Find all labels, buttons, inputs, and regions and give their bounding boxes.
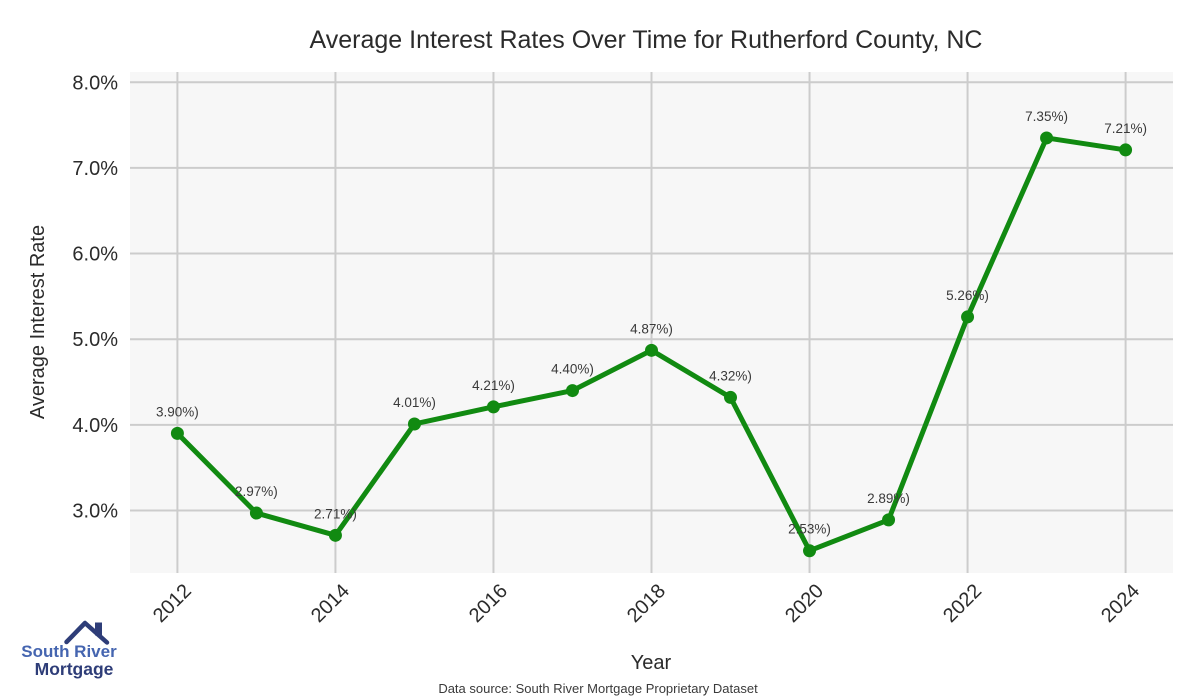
data-point-label: 2.89%) [867, 491, 910, 506]
data-point[interactable] [803, 544, 817, 558]
x-tick-label: 2020 [781, 580, 828, 627]
data-point[interactable] [328, 528, 342, 542]
data-point[interactable] [961, 310, 975, 324]
y-tick-label: 3.0% [72, 500, 118, 522]
data-point-label: 7.21%) [1104, 121, 1147, 136]
house-chimney-icon [95, 622, 102, 636]
data-point-label: 2.71%) [314, 506, 357, 521]
chart-title: Average Interest Rates Over Time for Rut… [310, 26, 983, 54]
data-point-label: 2.97%) [235, 484, 278, 499]
x-tick-label: 2016 [465, 580, 512, 627]
y-tick-label: 4.0% [72, 415, 118, 437]
data-point[interactable] [882, 513, 896, 527]
house-roof-icon [64, 620, 110, 645]
data-point[interactable] [249, 506, 263, 520]
x-tick-label: 2014 [307, 580, 354, 627]
south-river-mortgage-logo: South River Mortgage [21, 620, 117, 679]
data-point-label: 4.32%) [709, 368, 752, 383]
x-tick-label: 2012 [149, 580, 196, 627]
data-point-label: 4.01%) [393, 395, 436, 410]
data-point-label: 4.21%) [472, 378, 515, 393]
y-tick-label: 7.0% [72, 158, 118, 180]
data-point-label: 4.40%) [551, 362, 594, 377]
data-source-note: Data source: South River Mortgage Propri… [438, 681, 758, 696]
y-tick-label: 8.0% [72, 72, 118, 94]
data-point[interactable] [170, 426, 184, 440]
logo-line2: Mortgage [35, 659, 114, 679]
data-point[interactable] [1119, 143, 1133, 157]
data-point[interactable] [724, 390, 738, 404]
plot-layer: 3.0% 4.0% 5.0% 6.0% 7.0% 8.0% 2012 2014 2016 2018… [72, 72, 1173, 627]
x-axis-title: Year [631, 652, 672, 674]
y-tick-label: 6.0% [72, 244, 118, 266]
data-point-label: 4.87%) [630, 321, 673, 336]
data-point-label: 3.90%) [156, 404, 199, 419]
x-tick-label: 2022 [939, 580, 986, 627]
logo-line1: South River [21, 642, 117, 661]
data-point[interactable] [565, 384, 579, 398]
y-axis-title: Average Interest Rate [27, 225, 49, 419]
x-tick-label: 2018 [623, 580, 670, 627]
x-tick-label: 2024 [1097, 580, 1144, 627]
data-point-label: 5.26%) [946, 288, 989, 303]
y-tick-label: 5.0% [72, 329, 118, 351]
data-point[interactable] [1040, 131, 1054, 145]
data-point-label: 7.35%) [1025, 109, 1068, 124]
data-point[interactable] [407, 417, 421, 431]
data-point[interactable] [486, 400, 500, 414]
data-point[interactable] [645, 343, 658, 357]
data-point-label: 2.53%) [788, 522, 831, 537]
